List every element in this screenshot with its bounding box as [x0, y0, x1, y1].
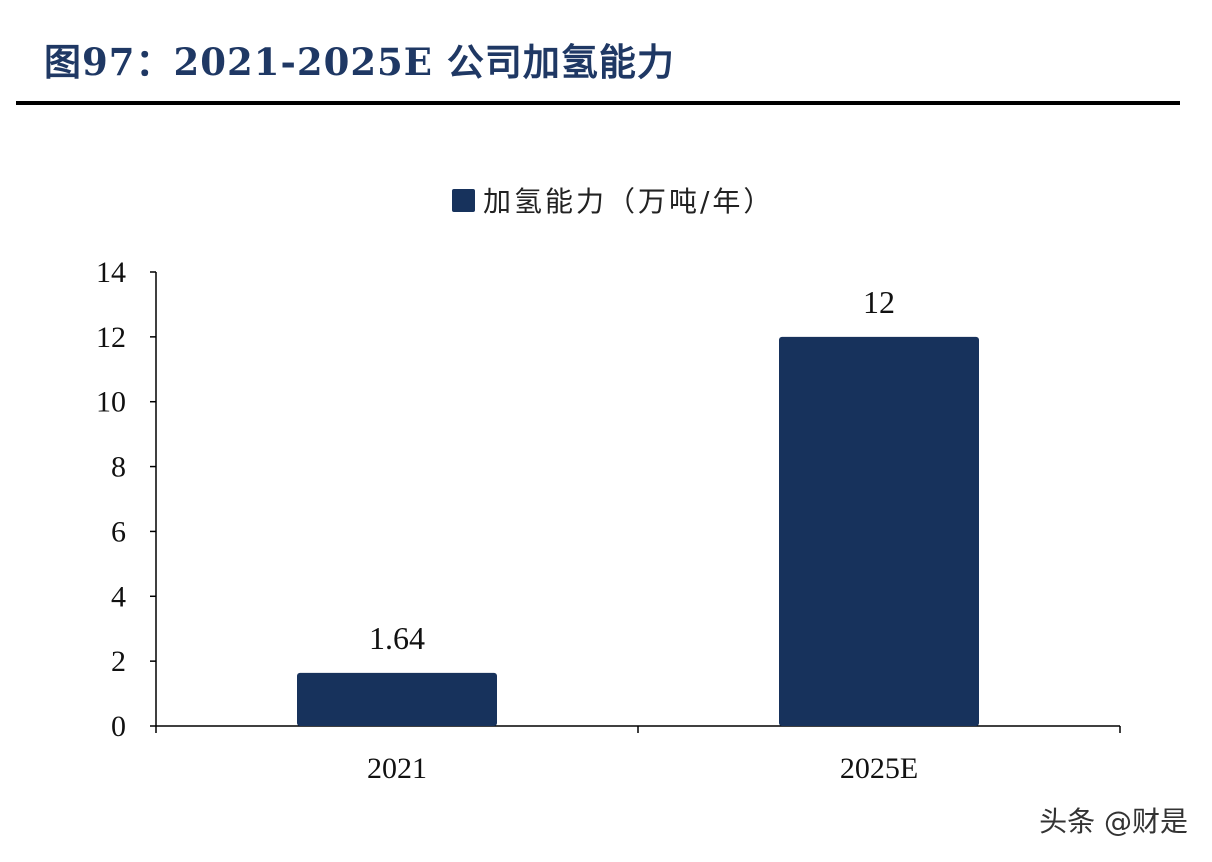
x-tick-label-2025E: 2025E [840, 752, 918, 785]
legend-label: 加氢能力（万吨/年） [483, 185, 775, 218]
y-tick-label-8: 8 [111, 451, 126, 484]
chart-bars [297, 336, 979, 726]
y-tick-label-2: 2 [111, 645, 126, 678]
chart-labels: 1.64 2021 12 2025E [367, 284, 918, 785]
x-tick-label-2021: 2021 [367, 752, 427, 785]
legend-swatch [452, 188, 475, 212]
watermark: 头条 @财是 [1039, 805, 1188, 838]
y-tick-label-14: 14 [96, 256, 126, 289]
y-tick-label-12: 12 [96, 321, 126, 354]
data-label-2025E: 12 [863, 284, 895, 320]
figure-title: 图97：2021-2025E 公司加氢能力 [44, 40, 675, 84]
y-tick-label-10: 10 [96, 386, 126, 419]
title-divider [16, 101, 1180, 105]
data-label-2021: 1.64 [369, 620, 425, 656]
bar-2025E [779, 336, 979, 726]
y-tick-label-6: 6 [111, 515, 126, 548]
y-tick-label-4: 4 [111, 580, 126, 613]
bar-2021 [297, 672, 497, 726]
y-tick-label-0: 0 [111, 710, 126, 743]
legend: 加氢能力（万吨/年） [452, 180, 774, 220]
